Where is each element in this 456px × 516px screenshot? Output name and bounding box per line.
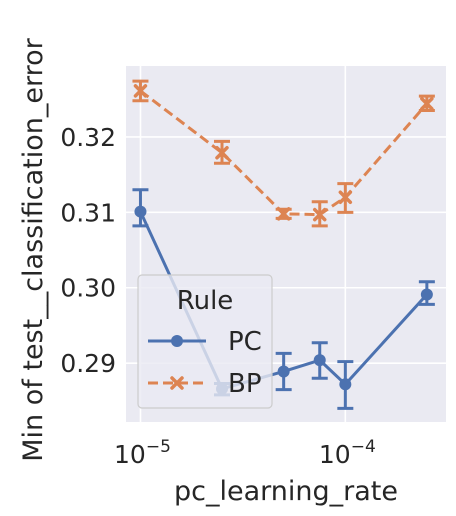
- series-line-bp: [139, 89, 428, 217]
- data-point-pc: [134, 205, 147, 218]
- x-axis-label: pc_learning_rate: [174, 476, 398, 507]
- data-point-bp: [276, 207, 291, 221]
- legend-label-pc: PC: [228, 327, 262, 357]
- y-axis-label: Min of test__classification_error: [18, 37, 49, 461]
- data-point-bp: [420, 96, 434, 111]
- y-tick-label: 0.31: [60, 198, 116, 227]
- data-point-bp: [133, 84, 148, 98]
- data-point-pc: [420, 288, 433, 301]
- legend-title: Rule: [177, 286, 234, 316]
- x-tick-label: 10−5: [114, 437, 171, 469]
- y-tick-label: 0.29: [60, 349, 116, 378]
- data-point-pc: [339, 378, 352, 391]
- legend-marker-pc: [171, 335, 183, 347]
- data-point-bp: [338, 190, 353, 204]
- series-bp: [132, 79, 435, 228]
- series-layer: [132, 79, 435, 410]
- data-point-bp: [215, 145, 229, 160]
- data-point-bp: [312, 207, 327, 222]
- data-point-pc: [277, 365, 290, 378]
- legend-label-bp: BP: [228, 369, 262, 399]
- y-tick-label: 0.32: [60, 123, 116, 152]
- x-tick-label: 10−4: [319, 437, 376, 469]
- tick-labels: 0.29 0.30 0.31 0.32 10−5 10−4: [60, 123, 375, 469]
- data-point-pc: [313, 354, 326, 367]
- legend: Rule PC BP: [137, 274, 273, 409]
- y-tick-label: 0.30: [60, 274, 116, 303]
- legend-marker-bp: [170, 376, 184, 390]
